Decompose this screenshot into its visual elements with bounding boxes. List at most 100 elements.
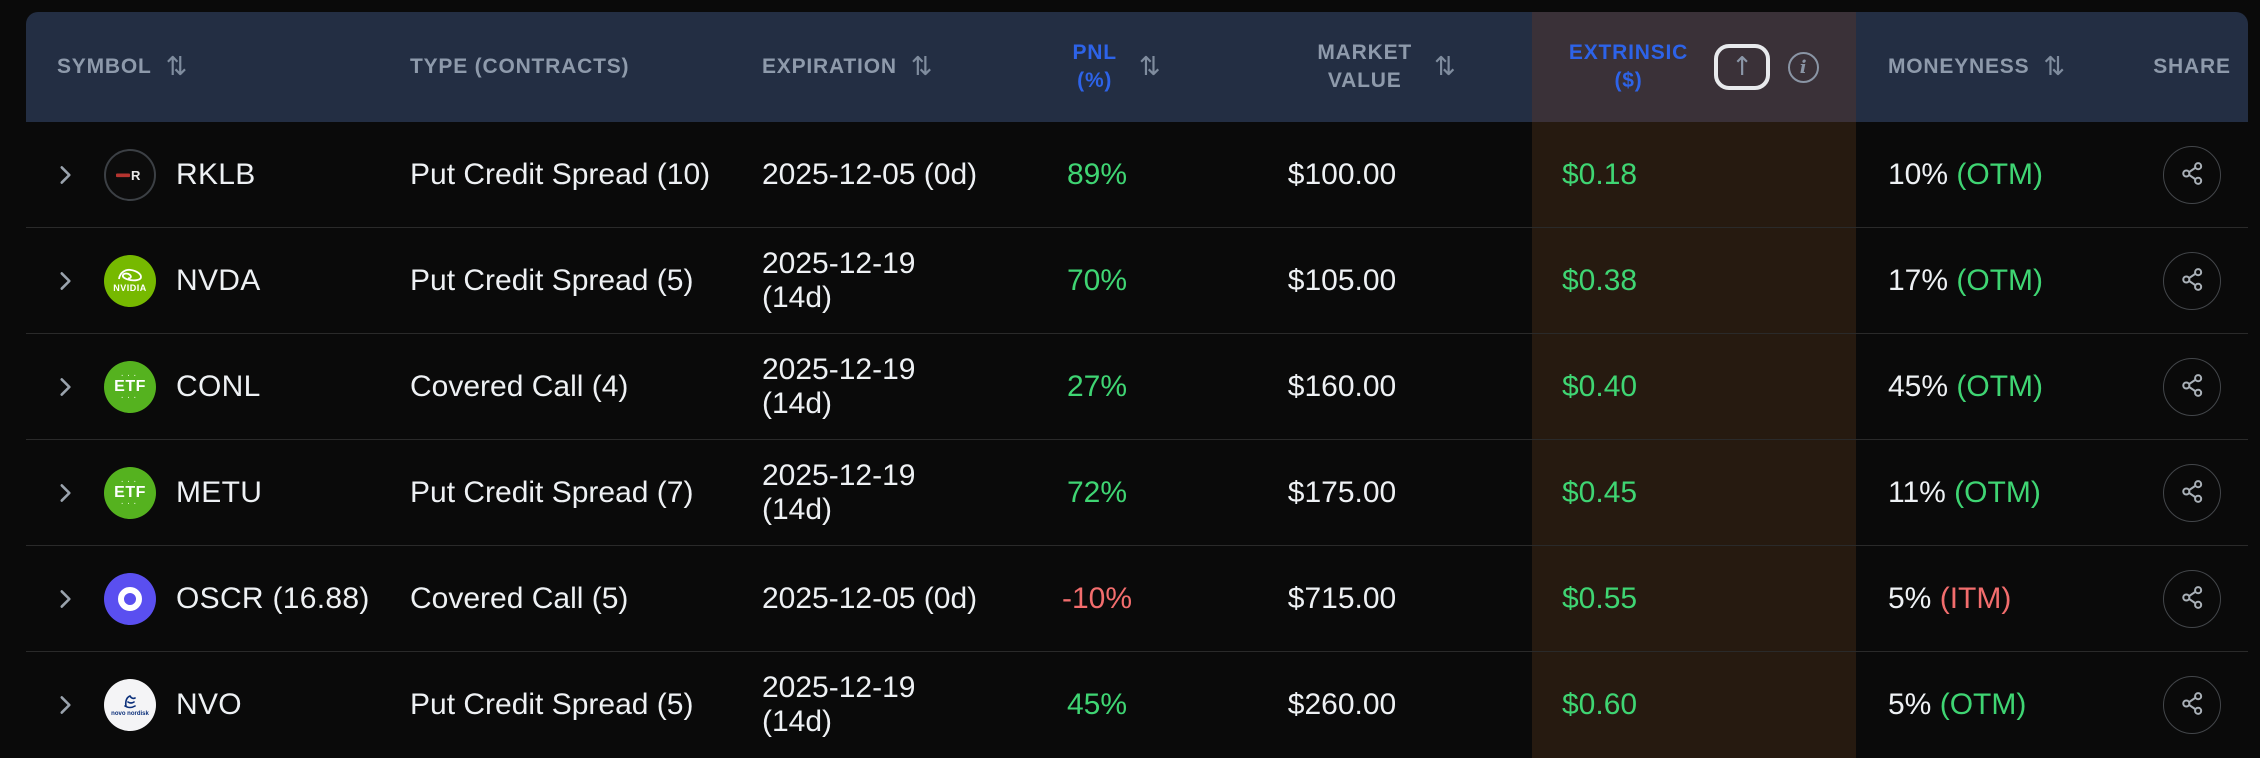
- positions-table: SYMBOL ⇅ TYPE (CONTRACTS) EXPIRATION ⇅ P…: [26, 12, 2248, 758]
- symbol-label: NVO: [176, 688, 242, 721]
- nvidia-wordmark: NVIDIA: [113, 283, 147, 293]
- symbol-label: NVDA: [176, 263, 261, 297]
- market-value: $260.00: [1287, 688, 1397, 721]
- position-type: Put Credit Spread (7): [410, 475, 694, 509]
- market-value: $715.00: [1287, 581, 1397, 615]
- moneyness-tag: (ITM): [1939, 581, 2012, 615]
- pnl-value: 89%: [1066, 157, 1128, 191]
- symbol-label: RKLB: [176, 157, 256, 191]
- expand-chevron-icon[interactable]: [52, 480, 78, 506]
- sort-icon[interactable]: ⇅: [2043, 52, 2066, 82]
- oscar-health-logo-icon: [104, 572, 156, 625]
- rocket-lab-logo-icon: R: [104, 148, 156, 201]
- svg-text:R: R: [131, 168, 141, 183]
- table-row[interactable]: ··· ETF ··· METU Put Credit Spread (7) 202…: [26, 440, 2248, 546]
- column-label: SHARE: [2153, 55, 2231, 79]
- share-icon: [2179, 266, 2206, 296]
- column-header-type: TYPE (CONTRACTS): [410, 12, 762, 122]
- table-row[interactable]: novo nordisk NVO Put Credit Spread (5) 2…: [26, 652, 2248, 758]
- column-header-share: SHARE: [2136, 12, 2248, 122]
- extrinsic-value: $0.18: [1532, 122, 1856, 227]
- column-label: EXPIRATION: [762, 55, 897, 79]
- etf-badge-label: ETF: [114, 377, 146, 395]
- market-value: $175.00: [1287, 475, 1397, 509]
- table-row[interactable]: ··· ETF ··· CONL Covered Call (4) 2025-12-…: [26, 334, 2248, 440]
- info-icon[interactable]: i: [1788, 51, 1820, 83]
- moneyness-percent: 11%: [1888, 475, 1946, 509]
- moneyness-percent: 45%: [1888, 369, 1949, 403]
- sort-icon[interactable]: ⇅: [1434, 52, 1457, 82]
- moneyness-cell: 5% (ITM): [1856, 582, 2136, 616]
- expiration-date: 2025-12-19 (14d): [762, 352, 916, 420]
- expiration-date: 2025-12-05 (0d): [762, 581, 978, 615]
- etf-badge-icon: ··· ETF ···: [104, 360, 156, 413]
- share-button[interactable]: [2163, 676, 2221, 734]
- table-body: R RKLB Put Credit Spread (10) 2025-12-05…: [26, 122, 2248, 758]
- table-row[interactable]: OSCR (16.88) Covered Call (5) 2025-12-05…: [26, 546, 2248, 652]
- moneyness-cell: 5% (OTM): [1856, 688, 2136, 722]
- column-header-pnl[interactable]: PNL (%) ⇅: [992, 12, 1242, 122]
- position-type: Put Credit Spread (10): [410, 157, 711, 191]
- moneyness-tag: (OTM): [1956, 157, 2044, 191]
- share-button[interactable]: [2163, 145, 2221, 204]
- pnl-value: 72%: [1066, 475, 1128, 509]
- column-label-unit: VALUE: [1327, 69, 1402, 92]
- up-arrow-icon: ↑: [1731, 52, 1753, 82]
- column-header-market-value[interactable]: MARKET VALUE ⇅: [1242, 12, 1532, 122]
- share-button[interactable]: [2163, 357, 2221, 416]
- pnl-value: -10%: [1061, 581, 1133, 615]
- moneyness-cell: 11% (OTM): [1856, 476, 2136, 510]
- extrinsic-value: $0.38: [1532, 228, 1856, 333]
- sort-icon[interactable]: ⇅: [910, 52, 934, 82]
- etf-badge-label: ETF: [114, 483, 146, 501]
- expiration-date: 2025-12-19 (14d): [762, 671, 916, 738]
- novo-nordisk-logo-icon: novo nordisk: [104, 679, 156, 731]
- symbol-label: CONL: [176, 369, 261, 403]
- column-header-moneyness[interactable]: MONEYNESS ⇅: [1856, 12, 2136, 122]
- extrinsic-value: $0.60: [1532, 652, 1856, 758]
- table-row[interactable]: NVIDIA NVDA Put Credit Spread (5) 2025-1…: [26, 228, 2248, 334]
- moneyness-percent: 17%: [1888, 263, 1949, 297]
- column-label: MONEYNESS: [1888, 55, 2030, 79]
- novo-nordisk-wordmark: novo nordisk: [111, 711, 149, 717]
- pnl-value: 70%: [1066, 263, 1128, 297]
- moneyness-cell: 45% (OTM): [1856, 370, 2136, 404]
- moneyness-cell: 17% (OTM): [1856, 264, 2136, 298]
- moneyness-cell: 10% (OTM): [1856, 158, 2136, 192]
- column-label: EXTRINSIC: [1568, 41, 1689, 65]
- sort-icon[interactable]: ⇅: [1138, 52, 1162, 82]
- share-button[interactable]: [2163, 251, 2221, 310]
- expand-chevron-icon[interactable]: [52, 692, 78, 718]
- expand-chevron-icon[interactable]: [52, 268, 78, 294]
- column-header-extrinsic[interactable]: EXTRINSIC ($) ↑ i: [1532, 12, 1856, 122]
- share-icon: [2179, 372, 2206, 402]
- expiration-date: 2025-12-19 (14d): [762, 246, 916, 314]
- expand-chevron-icon[interactable]: [52, 162, 78, 188]
- symbol-label: METU: [176, 475, 263, 509]
- market-value: $160.00: [1287, 369, 1397, 403]
- symbol-label: OSCR (16.88): [176, 581, 370, 615]
- nvidia-logo-icon: NVIDIA: [104, 254, 156, 307]
- column-label: SYMBOL: [57, 55, 152, 79]
- expand-chevron-icon[interactable]: [52, 586, 78, 612]
- column-header-symbol[interactable]: SYMBOL ⇅: [26, 12, 410, 122]
- etf-badge-icon: ··· ETF ···: [104, 466, 156, 519]
- moneyness-tag: (OTM): [1954, 475, 2041, 509]
- table-header-row: SYMBOL ⇅ TYPE (CONTRACTS) EXPIRATION ⇅ P…: [26, 12, 2248, 122]
- sort-ascending-button[interactable]: ↑: [1714, 44, 1771, 90]
- expand-chevron-icon[interactable]: [52, 374, 78, 400]
- position-type: Covered Call (5): [410, 581, 629, 615]
- share-button[interactable]: [2163, 569, 2221, 628]
- share-button[interactable]: [2163, 463, 2221, 522]
- moneyness-percent: 5%: [1888, 688, 1932, 721]
- moneyness-percent: 10%: [1888, 157, 1949, 191]
- column-header-expiration[interactable]: EXPIRATION ⇅: [762, 12, 992, 122]
- market-value: $100.00: [1287, 157, 1397, 191]
- moneyness-percent: 5%: [1888, 581, 1932, 615]
- column-label: MARKET: [1317, 41, 1413, 65]
- table-row[interactable]: R RKLB Put Credit Spread (10) 2025-12-05…: [26, 122, 2248, 228]
- extrinsic-value: $0.55: [1532, 546, 1856, 651]
- market-value: $105.00: [1287, 263, 1397, 297]
- share-icon: [2179, 584, 2206, 614]
- sort-icon[interactable]: ⇅: [165, 52, 189, 82]
